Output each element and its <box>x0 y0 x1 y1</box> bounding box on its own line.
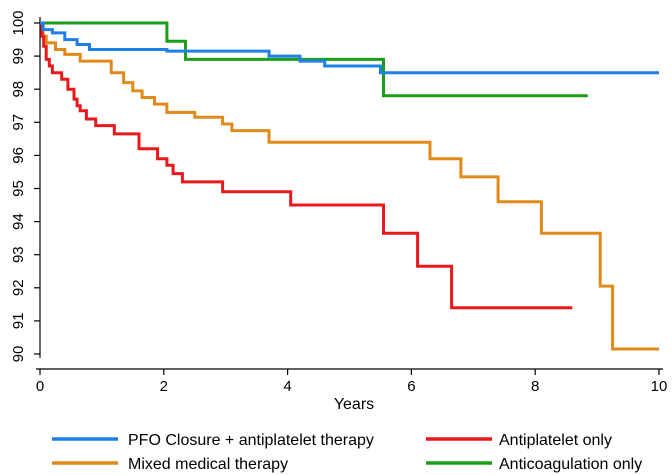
y-tick-label: 99 <box>10 48 27 65</box>
x-tick-label: 8 <box>531 378 539 395</box>
y-tick-label: 96 <box>10 147 27 164</box>
series-line-2 <box>40 21 573 310</box>
x-tick-label: 0 <box>36 378 44 395</box>
y-tick-label: 97 <box>10 114 27 131</box>
legend-label-3: Mixed medical therapy <box>128 456 288 473</box>
legend-label-2: Antiplatelet only <box>499 432 612 449</box>
x-tick-label: 6 <box>407 378 415 395</box>
x-axis-title: Years <box>334 396 374 413</box>
x-tick-label: 2 <box>160 378 168 395</box>
axes: 90 91 92 93 94 95 96 97 98 99 100 0 2 4 6 8 10 <box>10 10 667 395</box>
legend-label-1: PFO Closure + antiplatelet therapy <box>128 432 374 449</box>
y-tick-label: 92 <box>10 279 27 296</box>
x-tick-label: 4 <box>283 378 291 395</box>
legend: PFO Closure + antiplatelet therapy Antipl… <box>52 432 642 473</box>
y-tick-label: 95 <box>10 180 27 197</box>
series-line-4 <box>40 21 588 98</box>
y-tick-label: 91 <box>10 313 27 330</box>
y-tick-label: 93 <box>10 246 27 263</box>
plot-area <box>40 21 659 351</box>
series-line-3 <box>40 21 659 351</box>
series-line-1 <box>40 21 659 75</box>
legend-label-4: Anticoagulation only <box>499 456 642 473</box>
y-tick-label: 90 <box>10 346 27 363</box>
y-tick-label: 100 <box>10 10 27 35</box>
y-tick-label: 98 <box>10 81 27 98</box>
y-tick-label: 94 <box>10 213 27 230</box>
x-tick-label: 10 <box>651 378 668 395</box>
